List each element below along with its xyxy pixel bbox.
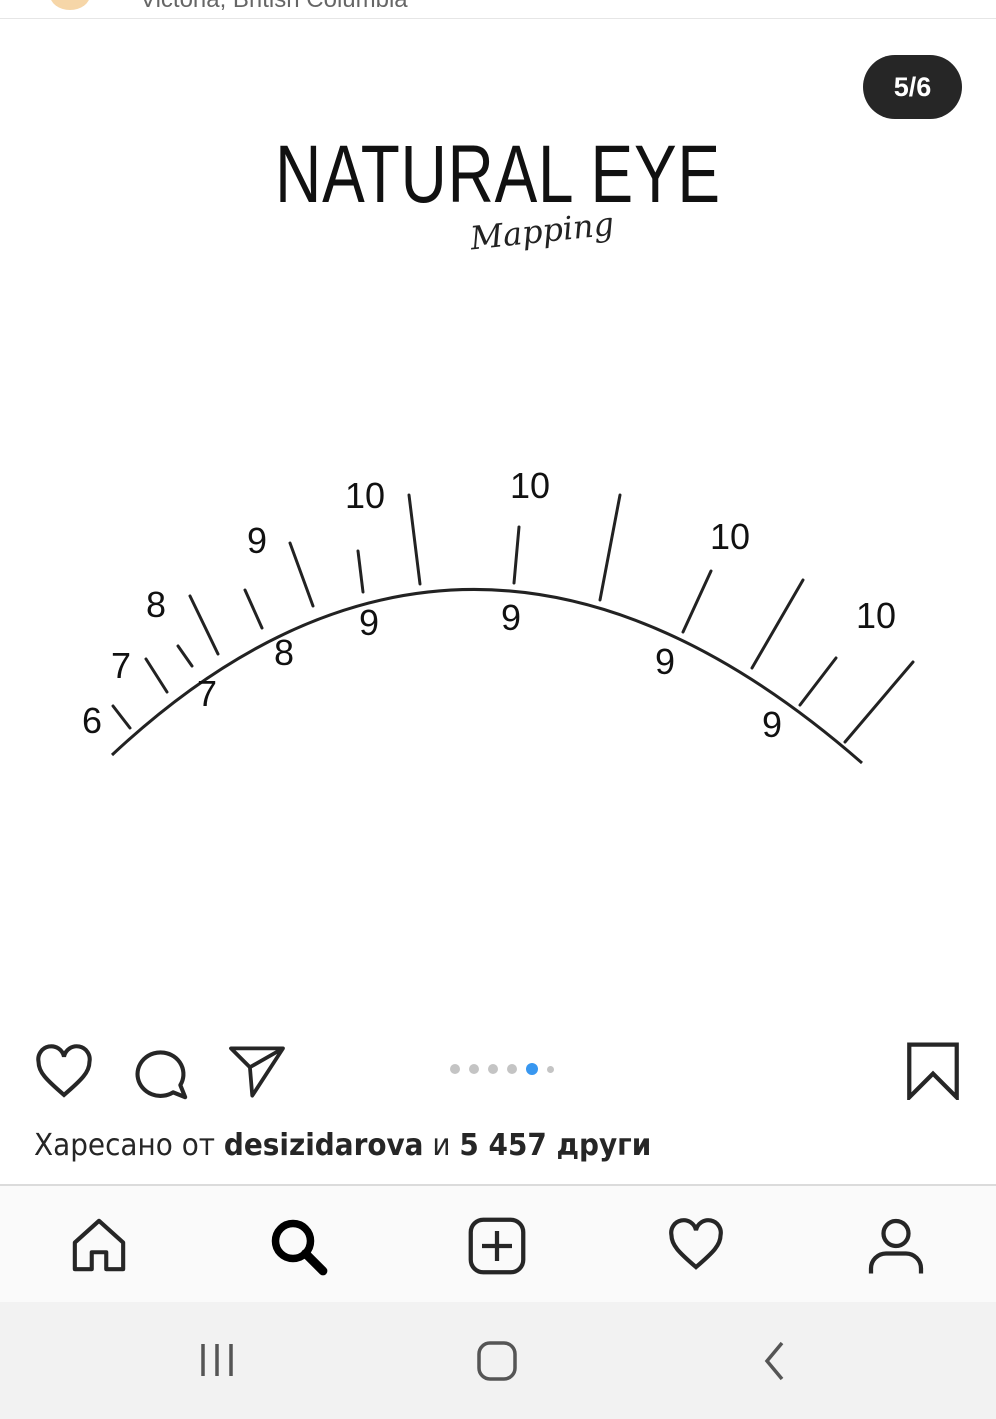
system-nav-bar	[0, 1302, 996, 1419]
home-icon[interactable]	[476, 1340, 518, 1382]
back-icon[interactable]	[760, 1340, 790, 1382]
lash-mark	[798, 656, 838, 707]
profile-icon[interactable]	[866, 1216, 926, 1276]
new-post-icon[interactable]	[467, 1216, 527, 1276]
home-icon[interactable]	[70, 1216, 128, 1274]
lash-mark	[188, 594, 220, 656]
share-send-icon[interactable]	[228, 1046, 286, 1098]
avatar[interactable]	[50, 0, 90, 10]
location-link[interactable]: Victoria, British Columbia	[140, 0, 408, 14]
likes-middle: и	[432, 1128, 451, 1163]
carousel-counter: 5/6	[863, 55, 962, 119]
comment-icon[interactable]	[132, 1044, 190, 1102]
length-label: 10	[345, 475, 385, 516]
lash-mark	[681, 569, 713, 634]
eye-mapping-diagram: 6 7 7 8 8 9 9 10 9 10 10 9 9 10	[82, 465, 915, 765]
length-label: 8	[274, 632, 294, 673]
length-label: 9	[359, 602, 379, 643]
length-label: 8	[146, 584, 166, 625]
post-image[interactable]	[0, 19, 996, 1029]
carousel-dot	[469, 1064, 479, 1074]
carousel-dot	[547, 1065, 554, 1073]
carousel-dot	[507, 1064, 517, 1074]
search-icon[interactable]	[268, 1216, 328, 1276]
like-heart-icon[interactable]	[33, 1044, 95, 1100]
lash-mark	[356, 549, 365, 594]
length-label: 7	[197, 673, 217, 714]
image-title: NATURAL EYE	[275, 129, 721, 220]
carousel-dot	[450, 1064, 460, 1074]
lash-mark	[288, 541, 315, 608]
length-label: 9	[655, 641, 675, 682]
likes-text[interactable]: Харесано от desizidarova и 5 457 други	[34, 1128, 651, 1163]
likes-count[interactable]: 5 457 други	[459, 1128, 652, 1163]
lash-mark	[176, 644, 194, 668]
lash-mark	[144, 657, 169, 694]
carousel-dot	[488, 1064, 498, 1074]
length-label: 10	[710, 516, 750, 557]
length-label: 10	[510, 465, 550, 506]
length-label: 9	[762, 704, 782, 745]
length-label: 10	[856, 595, 896, 636]
lash-line	[110, 588, 863, 765]
lash-mark	[111, 704, 132, 730]
lash-mark	[598, 493, 622, 602]
length-label: 7	[111, 645, 131, 686]
lash-mark	[512, 525, 521, 585]
length-label: 9	[247, 520, 267, 561]
bottom-nav	[0, 1184, 996, 1304]
length-label: 9	[501, 597, 521, 638]
length-label: 6	[82, 700, 102, 741]
save-bookmark-icon[interactable]	[906, 1042, 960, 1100]
lash-mark	[243, 588, 264, 630]
recents-icon[interactable]	[198, 1342, 238, 1378]
activity-heart-icon[interactable]	[666, 1218, 726, 1272]
carousel-indicator	[450, 1063, 554, 1075]
liker-username[interactable]: desizidarova	[223, 1128, 424, 1163]
likes-prefix: Харесано от	[34, 1128, 216, 1163]
post-header: Victoria, British Columbia	[0, 0, 996, 19]
lash-mark	[407, 493, 422, 586]
lash-mark	[843, 660, 915, 744]
post-actions	[0, 1030, 996, 1120]
lash-mark	[750, 578, 805, 670]
carousel-dot	[526, 1063, 538, 1075]
